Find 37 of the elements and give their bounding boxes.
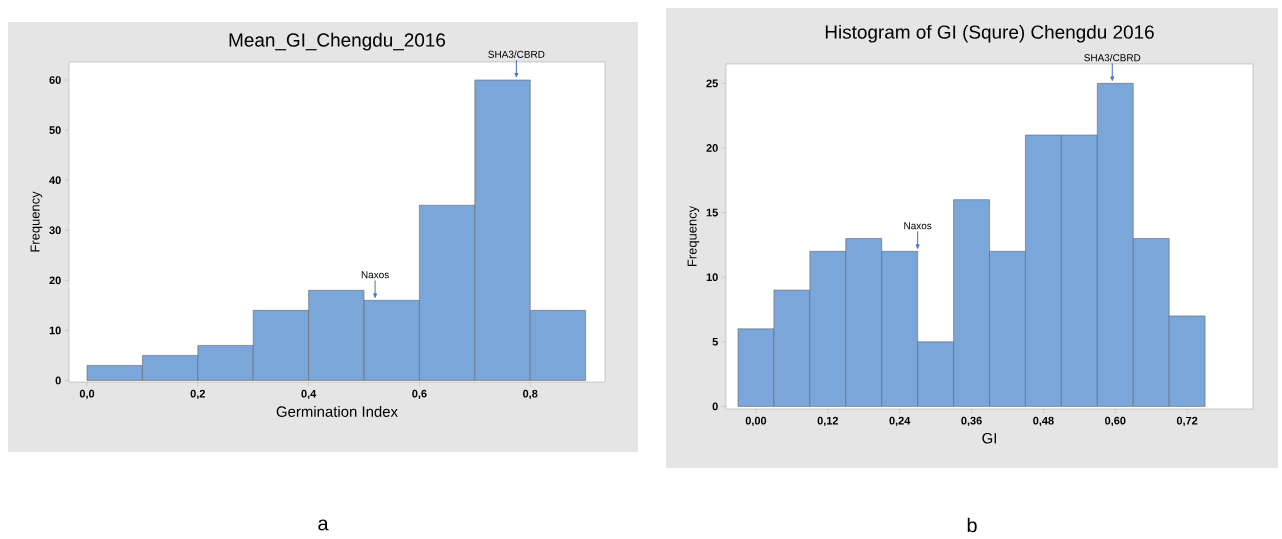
x-tick-label: 0,6	[412, 389, 427, 400]
annotation: SHA3/CBRD	[1084, 53, 1141, 62]
x-tick-label: 0,00	[745, 416, 767, 427]
y-axis-title: Frequency	[30, 191, 43, 252]
text: b	[967, 517, 977, 533]
x-tick-label: 0,8	[523, 389, 538, 400]
x-tick-label: 0,4	[301, 389, 317, 400]
x-tick-label: 0,72	[1176, 416, 1198, 427]
annotation: SHA3/CBRD	[488, 50, 545, 58]
y-tick-label: 0	[55, 376, 61, 385]
annotation: Naxos	[904, 222, 932, 230]
x-tick-label: 0,12	[817, 416, 839, 427]
x-axis-title: GI	[982, 432, 997, 444]
annotation: Naxos	[361, 271, 389, 279]
y-tick-label: 20	[706, 144, 718, 152]
x-tick-label: 0,0	[79, 389, 95, 400]
x-tick-label: 0,24	[889, 416, 911, 427]
chart-title: Mean_GI_Chengdu_2016	[229, 32, 446, 51]
y-tick-label: 0	[712, 402, 718, 411]
y-tick-label: 25	[706, 79, 718, 88]
y-tick-label: 15	[706, 208, 718, 217]
y-axis-title: Frequency	[687, 205, 700, 267]
x-tick-label: 0,36	[961, 416, 982, 427]
chart-title: Histogram of GI (Squre) Chengdu 2016	[825, 24, 1154, 43]
x-tick-label: 0,2	[190, 389, 205, 400]
x-axis-title: Germination Index	[276, 405, 398, 417]
y-tick-label: 60	[49, 76, 61, 84]
y-tick-label: 10	[706, 273, 718, 282]
x-tick-label: 0,60	[1105, 416, 1126, 427]
y-tick-label: 10	[49, 326, 61, 335]
y-tick-label: 20	[49, 276, 61, 285]
x-tick-label: 0,48	[1033, 416, 1054, 427]
text: a	[318, 519, 329, 531]
y-tick-label: 50	[49, 126, 61, 134]
y-tick-label: 30	[49, 226, 61, 235]
y-tick-label: 40	[49, 176, 61, 185]
y-tick-label: 5	[712, 337, 718, 346]
